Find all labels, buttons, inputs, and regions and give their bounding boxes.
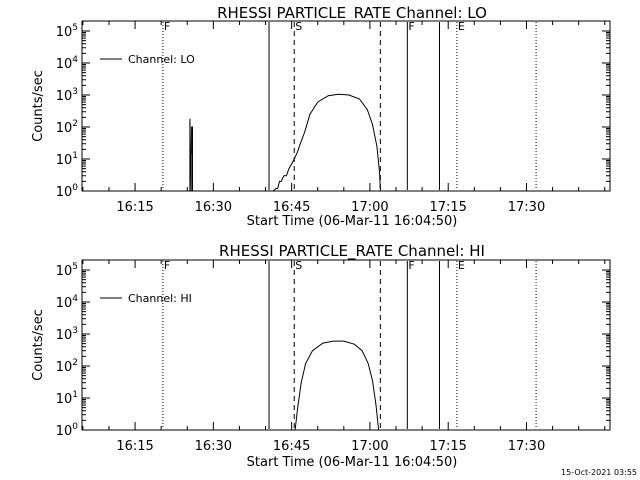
y-axis-label: Counts/sec: [31, 309, 46, 381]
y-tick-label: 100: [56, 422, 79, 439]
y-tick-label: 104: [56, 294, 79, 311]
event-marker-label: E: [458, 259, 465, 272]
event-marker-label: S: [295, 20, 302, 33]
plot-frame: [81, 259, 611, 431]
legend-label: Channel: LO: [128, 53, 195, 66]
y-tick-label: 102: [56, 119, 78, 136]
y-tick-label: 101: [56, 390, 78, 407]
y-tick-label: 102: [56, 358, 78, 375]
x-tick-label: 16:45: [273, 200, 310, 215]
plot-frame: [81, 20, 611, 192]
legend-label: Channel: HI: [128, 292, 192, 305]
x-tick-label: 17:00: [351, 200, 388, 215]
event-marker-label: E: [458, 20, 465, 33]
y-tick-label: 100: [56, 183, 79, 200]
event-marker-label: S: [295, 259, 302, 272]
y-tick-label: 105: [56, 23, 78, 40]
series-line: [294, 340, 380, 431]
event-marker-label: F: [408, 259, 414, 272]
x-tick-label: 17:30: [508, 439, 545, 454]
y-axis-label: Counts/sec: [31, 70, 46, 142]
series-line: [189, 93, 381, 192]
generation-timestamp: 15-Oct-2021 03:55: [561, 468, 637, 477]
y-tick-label: 101: [56, 151, 78, 168]
chart-title: RHESSI PARTICLE_RATE Channel: HI: [219, 242, 485, 261]
chart-panel-lo: RHESSI PARTICLE_RATE Channel: LO Start Ti…: [31, 4, 611, 229]
y-tick-label: 103: [56, 326, 78, 343]
x-tick-label: 16:15: [116, 200, 153, 215]
x-tick-label: 17:15: [429, 439, 466, 454]
y-tick-label: 103: [56, 87, 78, 104]
x-axis-label: Start Time (06-Mar-11 16:04:50): [247, 214, 458, 229]
x-tick-label: 17:15: [429, 200, 466, 215]
x-axis-label: Start Time (06-Mar-11 16:04:50): [247, 455, 458, 470]
x-tick-label: 17:30: [508, 200, 545, 215]
x-tick-label: 17:00: [351, 439, 388, 454]
x-tick-label: 16:15: [116, 439, 153, 454]
x-tick-label: 16:45: [273, 439, 310, 454]
event-marker-label: F: [164, 20, 170, 33]
y-tick-label: 105: [56, 262, 78, 279]
x-tick-label: 16:30: [195, 439, 232, 454]
chart-panel-hi: RHESSI PARTICLE_RATE Channel: HI Start Ti…: [31, 242, 611, 470]
event-marker-label: F: [164, 259, 170, 272]
chart-title: RHESSI PARTICLE_RATE Channel: LO: [217, 4, 487, 23]
event-marker-label: F: [408, 20, 414, 33]
y-tick-label: 104: [56, 55, 79, 72]
x-tick-label: 16:30: [195, 200, 232, 215]
